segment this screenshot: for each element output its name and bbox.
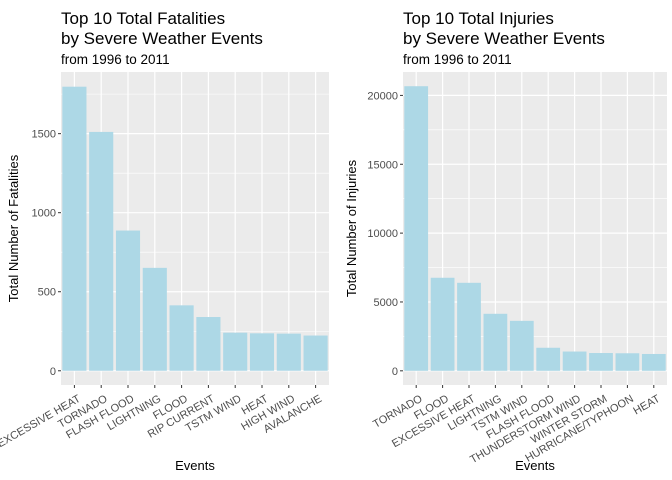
bar-6 [196, 317, 221, 371]
bar-1 [62, 86, 87, 371]
bar-9 [276, 333, 301, 371]
bar-2 [430, 277, 455, 371]
bar-5 [169, 305, 194, 371]
y-tick-label: 500 [38, 287, 56, 299]
bar-3 [457, 282, 481, 371]
y-tick-label: 15000 [367, 159, 398, 171]
x-axis-title: Events [175, 458, 215, 473]
bar-8 [249, 333, 275, 371]
y-tick-label: 1000 [32, 208, 56, 220]
y-tick-label: 5000 [374, 297, 398, 309]
bar-1 [404, 86, 429, 371]
chart-subtitle: from 1996 to 2011 [61, 52, 170, 67]
y-tick-label: 0 [392, 366, 398, 378]
bar-9 [615, 353, 640, 371]
x-tick-label: HEAT [631, 393, 662, 418]
bar-10 [303, 335, 328, 371]
y-axis-title: Total Number of Injuries [344, 159, 359, 297]
bar-2 [89, 131, 114, 371]
bar-6 [536, 347, 561, 371]
bar-7 [562, 351, 587, 371]
y-axis-title: Total Number of Fatalities [6, 154, 21, 302]
bar-3 [115, 230, 141, 371]
bar-8 [589, 353, 613, 371]
chart-subtitle: from 1996 to 2011 [403, 52, 512, 67]
x-axis-title: Events [515, 458, 555, 473]
chart-title-line: by Severe Weather Events [61, 29, 263, 48]
chart-title-line: Top 10 Total Fatalities [61, 9, 225, 28]
y-tick-label: 10000 [367, 228, 398, 240]
bar-4 [142, 267, 167, 371]
bar-4 [483, 313, 508, 371]
bar-5 [509, 320, 534, 371]
bar-7 [223, 332, 248, 371]
bar-10 [641, 353, 666, 371]
y-tick-label: 1500 [32, 129, 56, 141]
y-tick-label: 20000 [367, 90, 398, 102]
chart-title-line: Top 10 Total Injuries [403, 9, 554, 28]
y-tick-label: 0 [50, 366, 56, 378]
chart-title-line: by Severe Weather Events [403, 29, 605, 48]
